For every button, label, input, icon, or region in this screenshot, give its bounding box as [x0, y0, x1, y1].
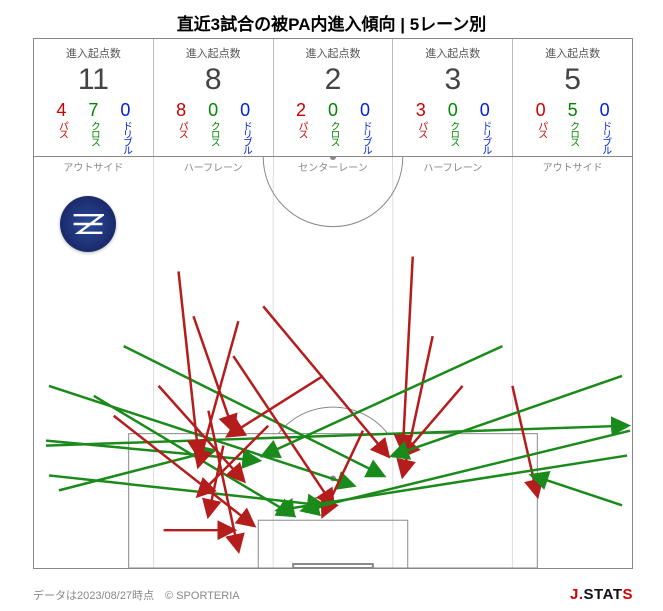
lane-breakdown: 2 パス 0 クロス 0 ドリブル: [274, 101, 393, 153]
lane-breakdown: 0 パス 5 クロス 0 ドリブル: [513, 101, 632, 153]
stat-header: 進入起点数: [34, 45, 153, 61]
lane-total: 11: [34, 63, 153, 97]
lane-breakdown: 4 パス 7 クロス 0 ドリブル: [34, 101, 153, 153]
stat-header: 進入起点数: [274, 45, 393, 61]
entry-arrow: [403, 257, 413, 451]
dribble-label: ドリブル: [360, 121, 370, 153]
chart-title: 直近3試合の被PA内進入傾向 | 5レーン別: [0, 0, 663, 43]
dribble-count: 0: [480, 101, 490, 119]
cross-label: クロス: [568, 121, 578, 145]
lane-stat-3: 進入起点数 3 3 パス 0 クロス 0 ドリブル: [393, 39, 513, 156]
lane-stat-4: 進入起点数 5 0 パス 5 クロス 0 ドリブル: [513, 39, 632, 156]
cross-label: クロス: [88, 121, 98, 145]
entry-arrow: [49, 475, 323, 505]
cross-count: 0: [328, 101, 338, 119]
dribble-label: ドリブル: [240, 121, 250, 153]
entry-arrow: [46, 426, 627, 446]
pass-label: パス: [416, 121, 426, 137]
dribble-label: ドリブル: [600, 121, 610, 153]
pitch-svg: [34, 157, 632, 568]
chart-container: 直近3試合の被PA内進入傾向 | 5レーン別 進入起点数114パス7クロス0ドリ…: [0, 0, 663, 611]
cross-label: クロス: [328, 121, 338, 145]
lane-total: 3: [393, 63, 512, 97]
pass-count: 3: [416, 101, 426, 119]
entry-arrow: [198, 321, 238, 465]
dribble-count: 0: [600, 101, 610, 119]
dribble-count: 0: [120, 101, 130, 119]
footer: データは2023/08/27時点 © SPORTERIA J.STATS: [33, 586, 633, 603]
dribble-count: 0: [240, 101, 250, 119]
pass-label: パス: [296, 121, 306, 137]
cross-count: 5: [568, 101, 578, 119]
data-timestamp: データは2023/08/27時点 © SPORTERIA: [33, 587, 240, 603]
pass-count: 8: [176, 101, 186, 119]
lane-breakdown: 3 パス 0 クロス 0 ドリブル: [393, 101, 512, 153]
cross-label: クロス: [208, 121, 218, 145]
entry-arrow: [532, 475, 622, 505]
lane-stats-row: 進入起点数114パス7クロス0ドリブル進入起点数88パス0クロス0ドリブル進入起…: [33, 38, 633, 156]
pitch-area: アウトサイドハーフレーンセンターレーンハーフレーンアウトサイド: [33, 156, 633, 569]
jstats-logo: J.STATS: [570, 586, 633, 603]
lane-total: 8: [154, 63, 273, 97]
pass-label: パス: [536, 121, 546, 137]
entry-arrow: [263, 306, 388, 455]
cross-count: 0: [208, 101, 218, 119]
pass-count: 2: [296, 101, 306, 119]
cross-count: 0: [448, 101, 458, 119]
entry-arrow: [263, 346, 502, 455]
stat-header: 進入起点数: [393, 45, 512, 61]
lane-total: 5: [513, 63, 632, 97]
pass-label: パス: [176, 121, 186, 137]
lane-breakdown: 8 パス 0 クロス 0 ドリブル: [154, 101, 273, 153]
dribble-label: ドリブル: [480, 121, 490, 153]
stat-header: 進入起点数: [154, 45, 273, 61]
pass-count: 4: [56, 101, 66, 119]
pass-label: パス: [56, 121, 66, 137]
entry-arrow: [393, 376, 622, 456]
stat-header: 進入起点数: [513, 45, 632, 61]
dribble-count: 0: [360, 101, 370, 119]
entry-arrow: [278, 456, 627, 511]
lane-total: 2: [274, 63, 393, 97]
entry-arrow: [403, 386, 463, 456]
lane-stat-2: 進入起点数 2 2 パス 0 クロス 0 ドリブル: [274, 39, 394, 156]
pass-count: 0: [536, 101, 546, 119]
lane-stat-1: 進入起点数 8 8 パス 0 クロス 0 ドリブル: [154, 39, 274, 156]
cross-label: クロス: [448, 121, 458, 145]
lane-stat-0: 進入起点数 11 4 パス 7 クロス 0 ドリブル: [34, 39, 154, 156]
entry-arrow: [512, 386, 537, 495]
entry-arrow: [124, 346, 383, 475]
cross-count: 7: [88, 101, 98, 119]
team-logo: [60, 196, 116, 252]
dribble-label: ドリブル: [120, 121, 130, 153]
